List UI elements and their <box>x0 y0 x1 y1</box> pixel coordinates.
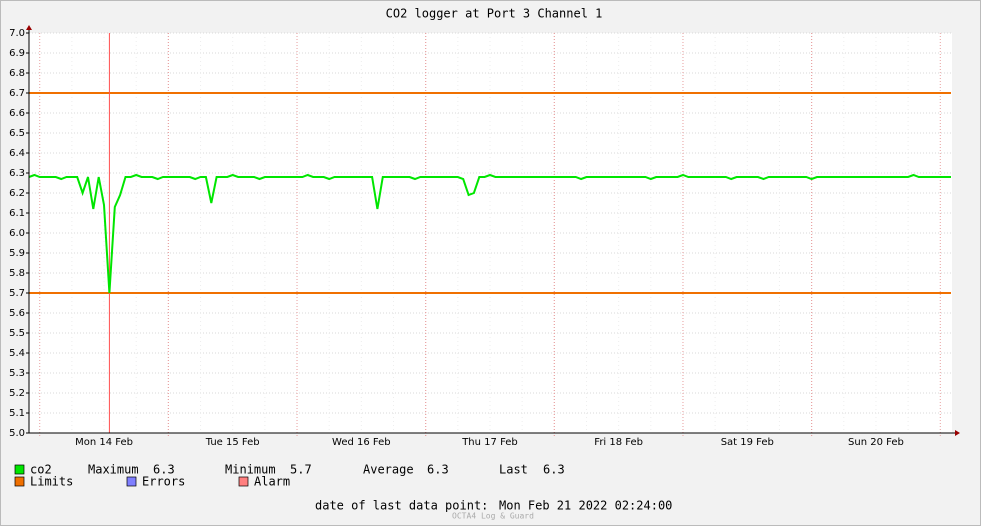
marks <box>28 33 951 433</box>
legend: co2 Maximum 6.3 Minimum 5.7 Average 6.3 Last 6.3… <box>14 463 565 489</box>
legend-label: Alarm <box>254 475 290 489</box>
y-tick-label: 6.9 <box>9 48 25 59</box>
y-arrow <box>26 25 32 30</box>
y-tick-label: 6.3 <box>9 168 25 179</box>
y-tick-label: 5.3 <box>9 368 25 379</box>
footer-value: Mon Feb 21 2022 02:24:00 <box>499 499 672 513</box>
y-tick-label: 5.7 <box>9 288 25 299</box>
chart-title: CO2 logger at Port 3 Channel 1 <box>386 7 603 21</box>
legend-swatch <box>14 464 25 475</box>
y-tick-label: 5.6 <box>9 308 25 319</box>
stat-value: 6.3 <box>543 463 565 477</box>
x-tick-label: Fri 18 Feb <box>594 437 643 448</box>
y-tick-label: 5.2 <box>9 388 25 399</box>
y-tick-label: 7.0 <box>9 28 25 39</box>
stat-value: 6.3 <box>427 463 449 477</box>
legend-swatch <box>14 476 25 487</box>
x-tick-label: Sun 20 Feb <box>848 437 904 448</box>
y-tick-label: 5.0 <box>9 428 25 439</box>
y-tick-label: 6.4 <box>9 148 25 159</box>
y-tick-label: 5.1 <box>9 408 25 419</box>
y-tick-label: 6.6 <box>9 108 25 119</box>
legend-label: Errors <box>142 475 185 489</box>
legend-swatch <box>238 476 249 487</box>
watermark: OCTA4 Log & Guard <box>452 512 534 521</box>
grid: 5.0 5.1 5.2 5.3 5.4 5.5 5.6 5.7 5.8 5.9 6.0 6.1 6.2 6… <box>9 28 952 448</box>
line-series <box>28 173 951 294</box>
stat-label: Minimum <box>225 463 276 477</box>
legend-swatch <box>126 476 137 487</box>
y-tick-label: 5.4 <box>9 348 25 359</box>
x-arrow <box>955 430 960 436</box>
y-tick-label: 5.9 <box>9 248 25 259</box>
y-tick-label: 6.5 <box>9 128 25 139</box>
y-tick-label: 6.2 <box>9 188 25 199</box>
stat-value: 6.3 <box>153 463 175 477</box>
x-tick-label: Sat 19 Feb <box>721 437 774 448</box>
x-tick-label: Thu 17 Feb <box>461 437 518 448</box>
stat-label: Maximum <box>88 463 139 477</box>
y-tick-label: 6.1 <box>9 208 25 219</box>
stat-value: 5.7 <box>290 463 312 477</box>
x-tick-label: Mon 14 Feb <box>75 437 133 448</box>
y-tick-label: 5.5 <box>9 328 25 339</box>
legend-label: co2 <box>30 463 52 477</box>
stat-label: Average <box>363 463 414 477</box>
y-tick-label: 6.0 <box>9 228 25 239</box>
legend-label: Limits <box>30 475 73 489</box>
y-tick-label: 5.8 <box>9 268 25 279</box>
x-tick-label: Tue 15 Feb <box>205 437 260 448</box>
y-tick-label: 6.8 <box>9 68 25 79</box>
y-tick-label: 6.7 <box>9 88 25 99</box>
footer-label: date of last data point: <box>315 499 488 513</box>
x-tick-label: Wed 16 Feb <box>332 437 391 448</box>
stat-label: Last <box>499 463 528 477</box>
